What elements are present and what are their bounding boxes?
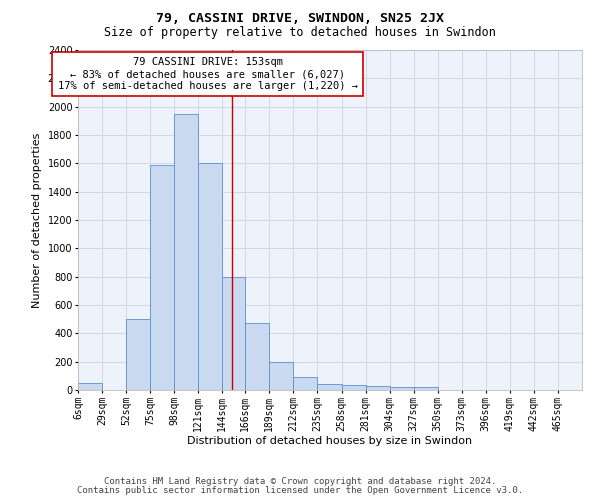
Bar	[150, 165, 174, 390]
Bar	[174, 114, 198, 390]
Bar	[269, 362, 293, 390]
Bar	[317, 384, 341, 390]
Bar	[198, 164, 222, 390]
Bar	[341, 385, 365, 390]
Bar	[78, 383, 102, 390]
Bar	[293, 376, 317, 390]
Y-axis label: Number of detached properties: Number of detached properties	[32, 132, 42, 308]
Bar	[126, 319, 150, 390]
Text: Contains public sector information licensed under the Open Government Licence v3: Contains public sector information licen…	[77, 486, 523, 495]
X-axis label: Distribution of detached houses by size in Swindon: Distribution of detached houses by size …	[187, 436, 473, 446]
Bar	[222, 276, 245, 390]
Bar	[245, 322, 269, 390]
Bar	[413, 387, 438, 390]
Bar	[389, 387, 413, 390]
Text: 79 CASSINI DRIVE: 153sqm
← 83% of detached houses are smaller (6,027)
17% of sem: 79 CASSINI DRIVE: 153sqm ← 83% of detach…	[58, 58, 358, 90]
Text: Contains HM Land Registry data © Crown copyright and database right 2024.: Contains HM Land Registry data © Crown c…	[104, 477, 496, 486]
Text: 79, CASSINI DRIVE, SWINDON, SN25 2JX: 79, CASSINI DRIVE, SWINDON, SN25 2JX	[156, 12, 444, 26]
Bar	[365, 386, 389, 390]
Text: Size of property relative to detached houses in Swindon: Size of property relative to detached ho…	[104, 26, 496, 39]
